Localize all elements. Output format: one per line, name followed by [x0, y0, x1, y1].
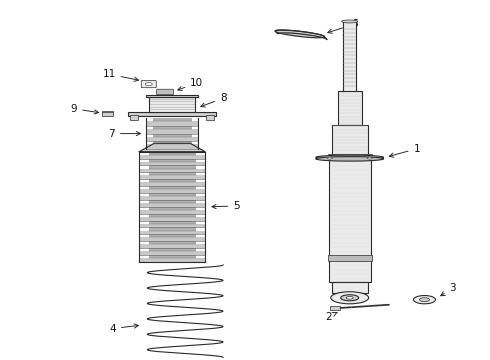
- Bar: [148, 207, 196, 210]
- Bar: [148, 255, 196, 258]
- Bar: [147, 95, 198, 97]
- Bar: [130, 115, 138, 120]
- Bar: [328, 154, 371, 157]
- Bar: [139, 258, 205, 262]
- Bar: [148, 214, 196, 217]
- Bar: [148, 193, 196, 196]
- Bar: [139, 196, 205, 200]
- Bar: [139, 203, 205, 207]
- Bar: [139, 162, 205, 166]
- Bar: [148, 248, 196, 251]
- Text: 1: 1: [390, 144, 420, 157]
- Polygon shape: [343, 22, 356, 91]
- Text: 4: 4: [109, 324, 139, 333]
- Bar: [139, 230, 205, 234]
- Bar: [329, 157, 370, 282]
- Ellipse shape: [419, 298, 429, 302]
- Bar: [139, 189, 205, 193]
- Ellipse shape: [145, 82, 152, 86]
- Bar: [102, 111, 113, 116]
- Bar: [139, 238, 205, 241]
- Polygon shape: [275, 30, 327, 40]
- Bar: [156, 89, 173, 94]
- Ellipse shape: [327, 157, 332, 159]
- Bar: [328, 256, 371, 261]
- Bar: [139, 183, 205, 186]
- Bar: [148, 241, 196, 244]
- Ellipse shape: [346, 296, 353, 299]
- Bar: [139, 155, 205, 158]
- Bar: [148, 166, 196, 168]
- Ellipse shape: [341, 295, 359, 301]
- Bar: [148, 186, 196, 189]
- Ellipse shape: [316, 157, 384, 161]
- Bar: [147, 129, 198, 134]
- Bar: [139, 217, 205, 221]
- Bar: [139, 224, 205, 228]
- Bar: [148, 200, 196, 203]
- Bar: [153, 118, 192, 121]
- Text: 8: 8: [201, 93, 227, 107]
- Bar: [148, 158, 196, 162]
- Bar: [139, 210, 205, 214]
- Bar: [148, 228, 196, 230]
- Bar: [330, 306, 340, 310]
- Bar: [139, 175, 205, 179]
- Bar: [139, 244, 205, 248]
- Ellipse shape: [342, 20, 358, 23]
- Text: 6: 6: [328, 19, 358, 33]
- Bar: [153, 141, 192, 144]
- Bar: [147, 136, 198, 141]
- Ellipse shape: [316, 155, 384, 159]
- Bar: [148, 234, 196, 238]
- Bar: [147, 144, 198, 149]
- Bar: [148, 172, 196, 175]
- Text: 11: 11: [102, 69, 139, 81]
- Bar: [149, 97, 195, 112]
- Bar: [128, 112, 216, 116]
- Bar: [332, 125, 368, 156]
- Bar: [139, 168, 205, 172]
- Polygon shape: [139, 143, 205, 152]
- Text: 10: 10: [178, 78, 203, 90]
- Bar: [139, 251, 205, 255]
- Text: 9: 9: [71, 104, 98, 114]
- Bar: [153, 134, 192, 136]
- Bar: [147, 121, 198, 126]
- Bar: [148, 221, 196, 224]
- Ellipse shape: [414, 296, 436, 304]
- Text: 7: 7: [108, 129, 141, 139]
- Bar: [148, 152, 196, 155]
- Bar: [206, 115, 214, 120]
- FancyBboxPatch shape: [141, 81, 156, 88]
- Ellipse shape: [367, 157, 372, 159]
- Ellipse shape: [331, 292, 368, 304]
- Bar: [153, 126, 192, 129]
- Text: 2: 2: [325, 312, 337, 322]
- Bar: [338, 91, 362, 125]
- Polygon shape: [275, 30, 324, 38]
- Text: 5: 5: [212, 201, 240, 211]
- Bar: [148, 179, 196, 183]
- Text: 3: 3: [441, 283, 456, 296]
- Bar: [332, 282, 368, 293]
